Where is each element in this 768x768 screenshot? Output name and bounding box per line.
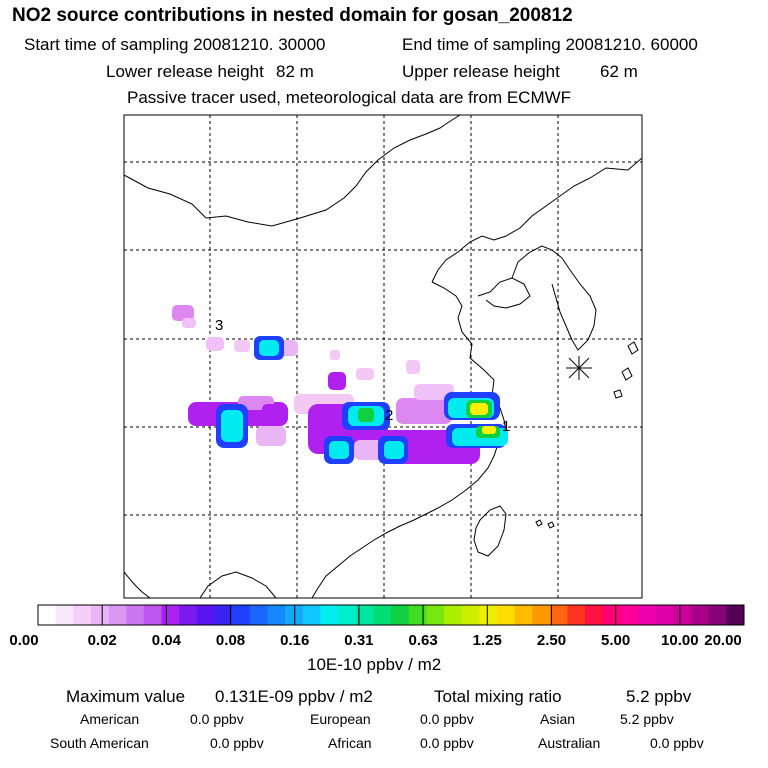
colorbar-swatch [373, 605, 392, 625]
source-label-1: 1 [502, 418, 510, 435]
total-mixing-ratio-label: Total mixing ratio [434, 687, 562, 706]
colorbar-swatch [302, 605, 321, 625]
colorbar-swatch [408, 605, 427, 625]
region-value: 0.0 ppbv [210, 735, 264, 751]
upper-release-height-value: 62 m [600, 62, 638, 81]
map-frame [123, 114, 643, 599]
colorbar-swatch [143, 605, 163, 625]
colorbar-tick-label: 0.16 [280, 632, 310, 649]
coastlines [124, 115, 642, 598]
colorbar-border [37, 604, 745, 626]
colorbar-swatch [726, 605, 745, 625]
colorbar-swatch [179, 605, 198, 625]
colorbar-swatch [567, 605, 586, 625]
colorbar-swatch [496, 605, 516, 625]
total-mixing-ratio-value: 5.2 ppbv [626, 687, 692, 706]
receptor-asterisk-icon [566, 356, 592, 380]
end-time-label: End time of sampling 20081210. 60000 [402, 35, 698, 54]
colorbar-swatch [673, 605, 692, 625]
region-name: European [310, 711, 371, 727]
colorbar-swatch [73, 605, 92, 625]
colorbar-swatch [479, 605, 498, 625]
region-value: 0.0 ppbv [420, 711, 474, 727]
colorbar-swatch [391, 605, 410, 625]
start-time-label: Start time of sampling 20081210. 30000 [24, 35, 326, 54]
colorbar-tick-label: 0.08 [215, 632, 246, 649]
lower-release-height-label: Lower release height [106, 62, 264, 81]
colorbar-tick-label: 20.00 [704, 632, 742, 649]
colorbar-swatch [196, 605, 215, 625]
colorbar-swatch [443, 605, 463, 625]
colorbar-swatch [161, 605, 180, 625]
colorbar-swatch [214, 605, 233, 625]
colorbar-swatch [514, 605, 533, 625]
colorbar-swatch [126, 605, 145, 625]
colorbar-tick-label: 10.00 [661, 632, 699, 649]
colorbar-swatch [655, 605, 674, 625]
colorbar-swatch [532, 605, 551, 625]
colorbar-swatch [320, 605, 339, 625]
colorbar [37, 604, 745, 626]
region-name: Asian [540, 711, 576, 727]
source-label-2: 2 [385, 407, 393, 424]
colorbar-swatch [285, 605, 304, 625]
region-value: 0.0 ppbv [420, 735, 474, 751]
region-name: South American [50, 735, 149, 751]
plume-cells [172, 305, 508, 464]
region-value: 0.0 ppbv [650, 735, 704, 751]
region-name: African [328, 735, 372, 751]
colorbar-swatch [232, 605, 251, 625]
colorbar-unit: 10E-10 ppbv / m2 [307, 655, 442, 674]
max-value: 0.131E-09 ppbv / m2 [215, 687, 373, 706]
colorbar-swatch [38, 605, 57, 625]
colorbar-swatch [638, 605, 657, 625]
plot-title: NO2 source contributions in nested domai… [12, 5, 573, 26]
colorbar-swatch [461, 605, 480, 625]
colorbar-swatch [55, 605, 74, 625]
source-label-3: 3 [215, 317, 223, 334]
max-value-label: Maximum value [66, 687, 186, 706]
colorbar-swatch [708, 605, 727, 625]
colorbar-swatch [585, 605, 604, 625]
colorbar-swatch [108, 605, 127, 625]
region-name: Australian [538, 735, 601, 751]
lower-release-height-value: 82 m [276, 62, 314, 81]
colorbar-swatch [267, 605, 286, 625]
colorbar-swatch [620, 605, 639, 625]
colorbar-tick-label: 1.25 [472, 632, 502, 649]
colorbar-swatch [691, 605, 710, 625]
colorbar-swatch [426, 605, 445, 625]
colorbar-swatch [355, 605, 374, 625]
colorbar-tick-label: 2.50 [536, 632, 567, 649]
region-name: American [80, 711, 140, 727]
tracer-note: Passive tracer used, meteorological data… [127, 88, 572, 107]
colorbar-tick-label: 0.63 [408, 632, 438, 649]
colorbar-swatch [90, 605, 110, 625]
upper-release-height-label: Upper release height [402, 62, 560, 81]
region-value: 5.2 ppbv [620, 711, 674, 727]
colorbar-tick-label: 5.00 [601, 632, 631, 649]
grid-lines [124, 115, 642, 598]
colorbar-tick-label: 0.00 [9, 632, 39, 649]
colorbar-swatch [549, 605, 568, 625]
colorbar-tick-label: 0.02 [87, 632, 117, 649]
colorbar-swatch [249, 605, 268, 625]
colorbar-swatch [338, 605, 357, 625]
colorbar-tick-label: 0.31 [344, 632, 374, 649]
colorbar-tick-label: 0.04 [151, 632, 181, 649]
region-value: 0.0 ppbv [190, 711, 244, 727]
colorbar-swatch [602, 605, 621, 625]
